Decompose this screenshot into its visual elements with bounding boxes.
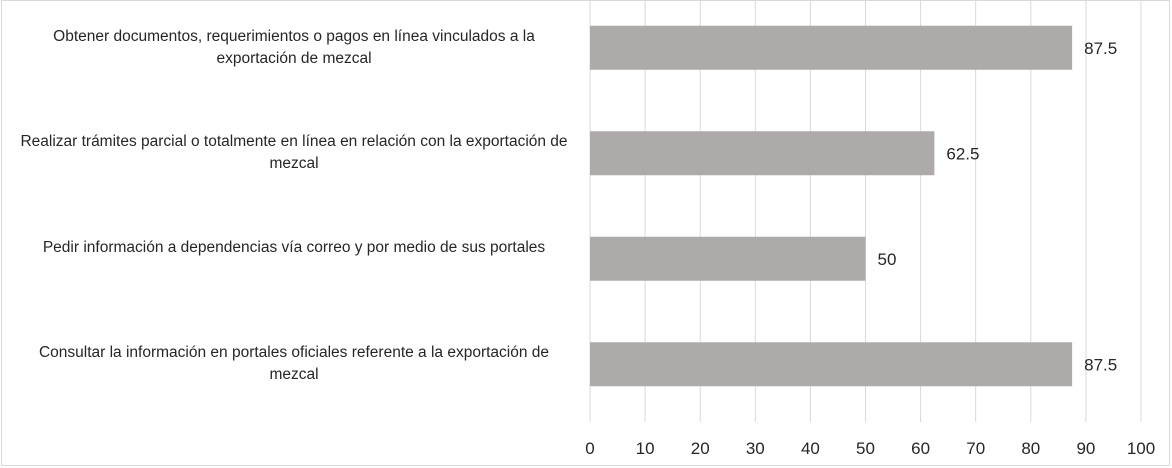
bar (590, 236, 866, 281)
data-label: 87.5 (1084, 39, 1117, 58)
bar (590, 342, 1073, 387)
x-tick-label: 90 (1076, 439, 1095, 458)
data-label: 87.5 (1084, 355, 1117, 374)
x-tick-label: 100 (1127, 439, 1155, 458)
data-label: 62.5 (946, 144, 979, 163)
category-label: Pedir información a dependencias vía cor… (42, 238, 546, 256)
bar (590, 25, 1073, 70)
x-tick-label: 20 (691, 439, 710, 458)
x-tick-label: 50 (856, 439, 875, 458)
x-tick-label: 60 (911, 439, 930, 458)
x-tick-label: 40 (801, 439, 820, 458)
x-tick-label: 80 (1021, 439, 1040, 458)
category-label: Realizar trámites parcial o totalmente e… (20, 133, 568, 173)
category-label: Consultar la información en portales ofi… (38, 344, 550, 384)
x-tick-label: 0 (585, 439, 594, 458)
data-label: 50 (878, 250, 897, 269)
x-tick-label: 10 (636, 439, 655, 458)
category-label: Obtener documentos, requerimientos o pag… (53, 27, 535, 67)
bar (590, 131, 935, 176)
x-tick-label: 30 (746, 439, 765, 458)
x-tick-label: 70 (966, 439, 985, 458)
